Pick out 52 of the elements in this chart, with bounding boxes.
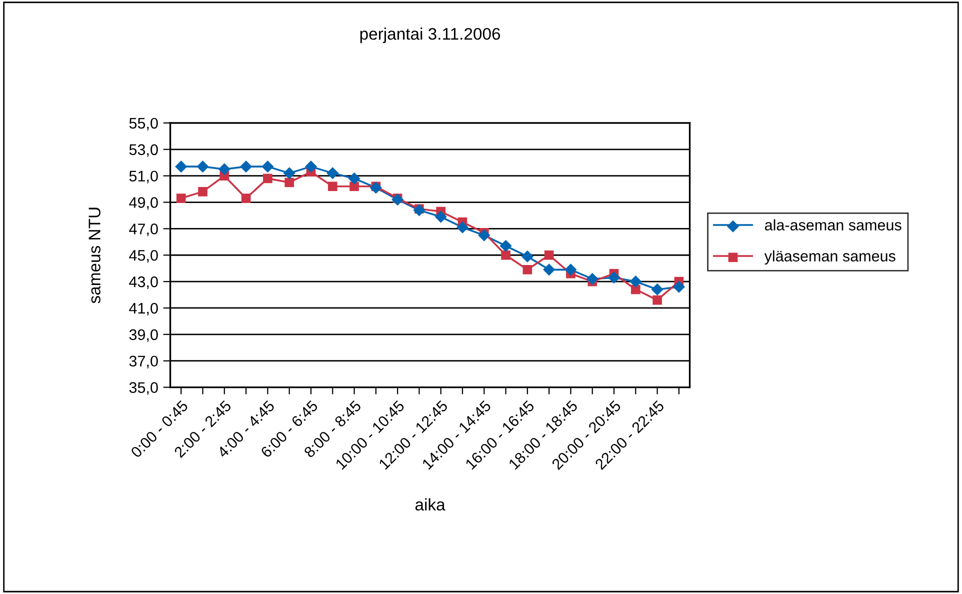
point bbox=[370, 182, 382, 194]
point bbox=[263, 174, 272, 184]
point bbox=[391, 194, 404, 206]
point bbox=[586, 272, 598, 285]
point bbox=[651, 283, 664, 296]
point bbox=[608, 272, 620, 284]
point bbox=[240, 160, 252, 173]
point bbox=[652, 295, 662, 305]
y-tick-label: 49,0 bbox=[129, 197, 158, 210]
point bbox=[500, 240, 512, 252]
y-tick-label: 39,0 bbox=[129, 329, 158, 342]
point bbox=[521, 250, 534, 262]
point bbox=[350, 182, 359, 192]
y-tick-label: 47,0 bbox=[129, 224, 158, 236]
point bbox=[478, 229, 490, 242]
point bbox=[630, 284, 640, 294]
y-tick-label: 45,0 bbox=[129, 250, 158, 263]
point bbox=[456, 221, 469, 234]
legend-label: yläaseman sameus bbox=[764, 250, 896, 265]
point bbox=[522, 265, 532, 274]
point bbox=[434, 210, 447, 223]
point bbox=[501, 250, 510, 260]
y-tick-label: 37,0 bbox=[129, 356, 158, 368]
legend-label: ala-aseman sameus bbox=[764, 219, 902, 230]
point bbox=[175, 160, 188, 173]
x-axis-title: aika bbox=[415, 498, 446, 511]
point bbox=[218, 163, 230, 176]
y-tick-label: 43,0 bbox=[129, 276, 158, 290]
point bbox=[543, 264, 556, 276]
point bbox=[283, 167, 296, 180]
point bbox=[544, 250, 554, 260]
point bbox=[348, 172, 360, 185]
point bbox=[241, 194, 251, 203]
point bbox=[284, 178, 294, 188]
y-tick-label: 51,0 bbox=[129, 170, 158, 184]
y-tick-label: 35,0 bbox=[129, 382, 158, 395]
y-tick-label: 41,0 bbox=[129, 302, 158, 316]
point bbox=[564, 264, 577, 276]
y-axis-title: sameus NTU bbox=[88, 208, 100, 304]
point bbox=[198, 187, 208, 196]
y-tick-label: 55,0 bbox=[129, 118, 158, 130]
point bbox=[326, 167, 339, 180]
point bbox=[196, 160, 209, 173]
point bbox=[262, 160, 274, 173]
point bbox=[328, 182, 338, 192]
point bbox=[304, 160, 318, 173]
point bbox=[176, 194, 186, 203]
point bbox=[672, 280, 685, 293]
y-tick-label: 53,0 bbox=[129, 144, 158, 157]
point bbox=[630, 276, 642, 288]
chart-title: perjantai 3.11.2006 bbox=[360, 28, 500, 44]
point bbox=[413, 204, 426, 216]
